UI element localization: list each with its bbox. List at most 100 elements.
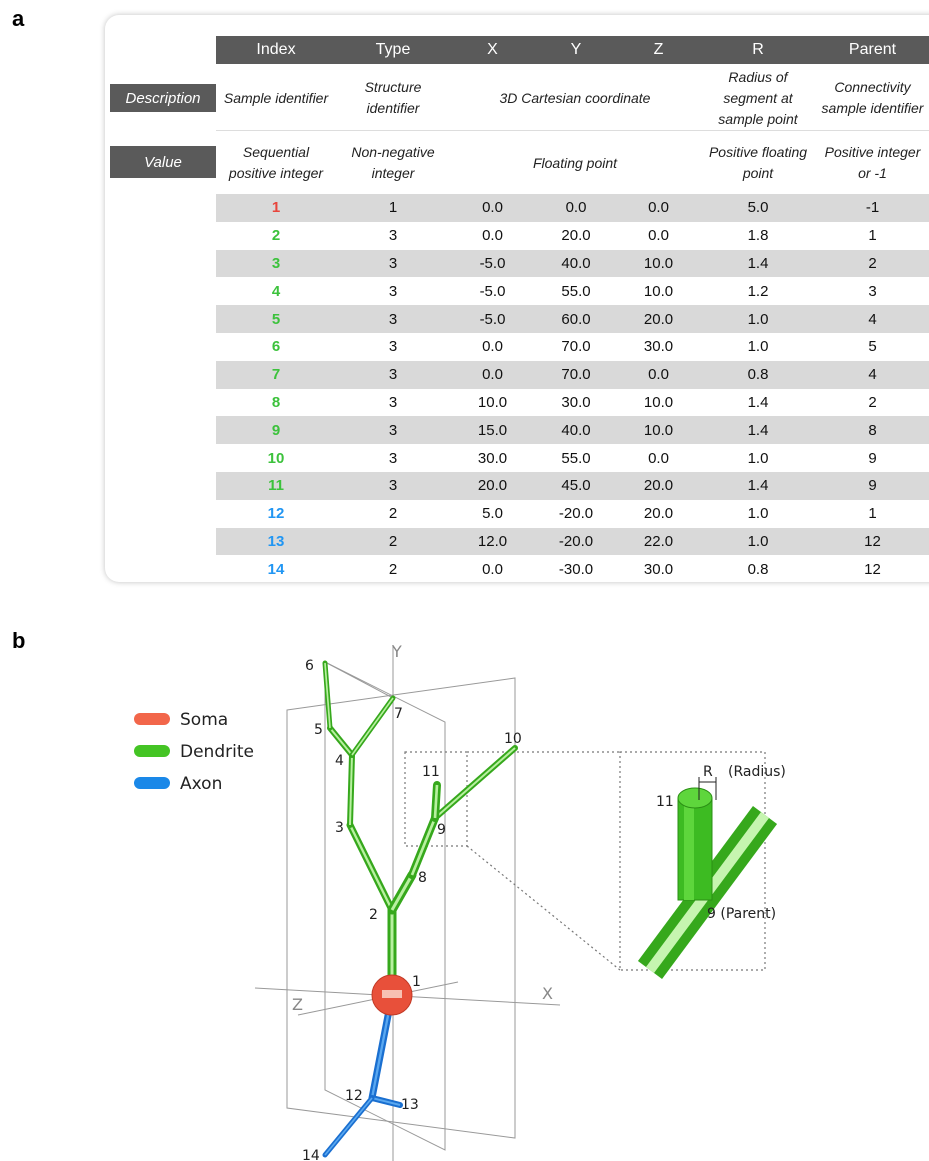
node-label: 10 (504, 731, 522, 747)
segment (352, 698, 393, 755)
table-cell: 1.0 (700, 528, 816, 556)
table-cell: -5.0 (450, 250, 535, 278)
table-cell: 30.0 (450, 444, 535, 472)
segment (372, 995, 392, 1098)
segment (330, 728, 352, 755)
table-cell: 5.0 (700, 194, 816, 222)
node-label: 6 (305, 658, 314, 674)
table-cell: 70.0 (535, 333, 617, 361)
table-cell: 0.0 (450, 194, 535, 222)
segment-highlight (352, 698, 393, 755)
table-cell: 30.0 (617, 555, 700, 583)
row-label: Description (110, 84, 216, 112)
table-cell: 3 (216, 250, 336, 278)
table-cell: 10 (216, 444, 336, 472)
inset-drawing (650, 777, 765, 970)
segment (435, 748, 515, 818)
table-cell: 1 (336, 194, 450, 222)
soma-highlight (382, 990, 402, 998)
description-cell: 3D Cartesian coordinate (450, 66, 700, 130)
segment (350, 755, 352, 825)
table-cell: 30.0 (617, 333, 700, 361)
soma (372, 975, 412, 1015)
table-cell: 20.0 (535, 222, 617, 250)
table-cell: 20.0 (617, 472, 700, 500)
legend-label: Axon (180, 774, 222, 794)
table-cell: 1.0 (700, 305, 816, 333)
node-label: 9 (437, 822, 446, 838)
table-cell: 1.4 (700, 389, 816, 417)
table-cell: 3 (336, 416, 450, 444)
table-cell: 45.0 (535, 472, 617, 500)
description-cell: Structure identifier (336, 66, 450, 130)
value-type-cell: Positive floating point (700, 132, 816, 194)
node-label: 14 (302, 1148, 320, 1161)
node-label: 3 (335, 820, 344, 836)
table-cell: 20.0 (450, 472, 535, 500)
table-cell: 12 (216, 500, 336, 528)
segment (350, 825, 392, 910)
table-cell: 0.0 (617, 361, 700, 389)
table-cell: 1.0 (700, 444, 816, 472)
table-cell: 55.0 (535, 444, 617, 472)
table-cell: 7 (216, 361, 336, 389)
description-cell: Sample identifier (216, 66, 336, 130)
table-cell: 20.0 (617, 305, 700, 333)
page: a b IndexTypeXYZRParentDescriptionValueS… (0, 0, 929, 1161)
table-cell: 0.0 (450, 222, 535, 250)
inset-node: 11 (656, 794, 674, 810)
description-cell: Radius of segment at sample point (700, 66, 816, 130)
value-type-cell: Sequential positive integer (216, 132, 336, 194)
table-cell: 2 (816, 389, 929, 417)
table-cell: 3 (336, 250, 450, 278)
table-cell: 0.0 (450, 333, 535, 361)
segment-highlight (392, 875, 412, 910)
table-cell: 40.0 (535, 416, 617, 444)
table-cell: 55.0 (535, 277, 617, 305)
table-cell: 10.0 (617, 389, 700, 417)
table-cell: 1.2 (700, 277, 816, 305)
table-cell: -5.0 (450, 277, 535, 305)
table-cell: 3 (336, 305, 450, 333)
table-cell: 20.0 (617, 500, 700, 528)
table-cell: 12 (816, 555, 929, 583)
table-cell: 1 (816, 500, 929, 528)
inset-parent: 9 (Parent) (707, 906, 776, 922)
table-cell: 3 (336, 277, 450, 305)
table-cell: 9 (816, 444, 929, 472)
table-cell: 2 (336, 500, 450, 528)
node-label: 13 (401, 1097, 419, 1113)
table-cell: 2 (336, 528, 450, 556)
table-cell: 1.4 (700, 472, 816, 500)
value-type-cell: Floating point (450, 132, 700, 194)
axis-label: X (542, 984, 553, 1003)
table-cell: 10.0 (617, 277, 700, 305)
node-label: 1 (412, 974, 421, 990)
table-cell: 9 (816, 472, 929, 500)
table-cell: 60.0 (535, 305, 617, 333)
panel-label: a (12, 6, 24, 32)
panel-label: b (12, 628, 25, 654)
segment (372, 1098, 400, 1105)
table-cell: 3 (336, 222, 450, 250)
table-cell: 3 (336, 389, 450, 417)
table-cell: 11 (216, 472, 336, 500)
table-cell: 3 (816, 277, 929, 305)
table-cell: 0.0 (617, 444, 700, 472)
table-cell: 2 (336, 555, 450, 583)
header-cell: Parent (816, 36, 929, 64)
node-label: 2 (369, 907, 378, 923)
table-cell: 0.8 (700, 361, 816, 389)
table-cell: -20.0 (535, 500, 617, 528)
value-type-cell: Non-negative integer (336, 132, 450, 194)
legend-label: Soma (180, 710, 228, 730)
table-cell: 3 (336, 361, 450, 389)
header-cell: Index (216, 36, 336, 64)
table-cell: 3 (336, 444, 450, 472)
table-cell: -20.0 (535, 528, 617, 556)
segment-highlight (372, 1098, 400, 1105)
table-cell: 1.8 (700, 222, 816, 250)
table-cell: 0.0 (535, 194, 617, 222)
segment-highlight (350, 825, 392, 910)
table-cell: 2 (216, 222, 336, 250)
